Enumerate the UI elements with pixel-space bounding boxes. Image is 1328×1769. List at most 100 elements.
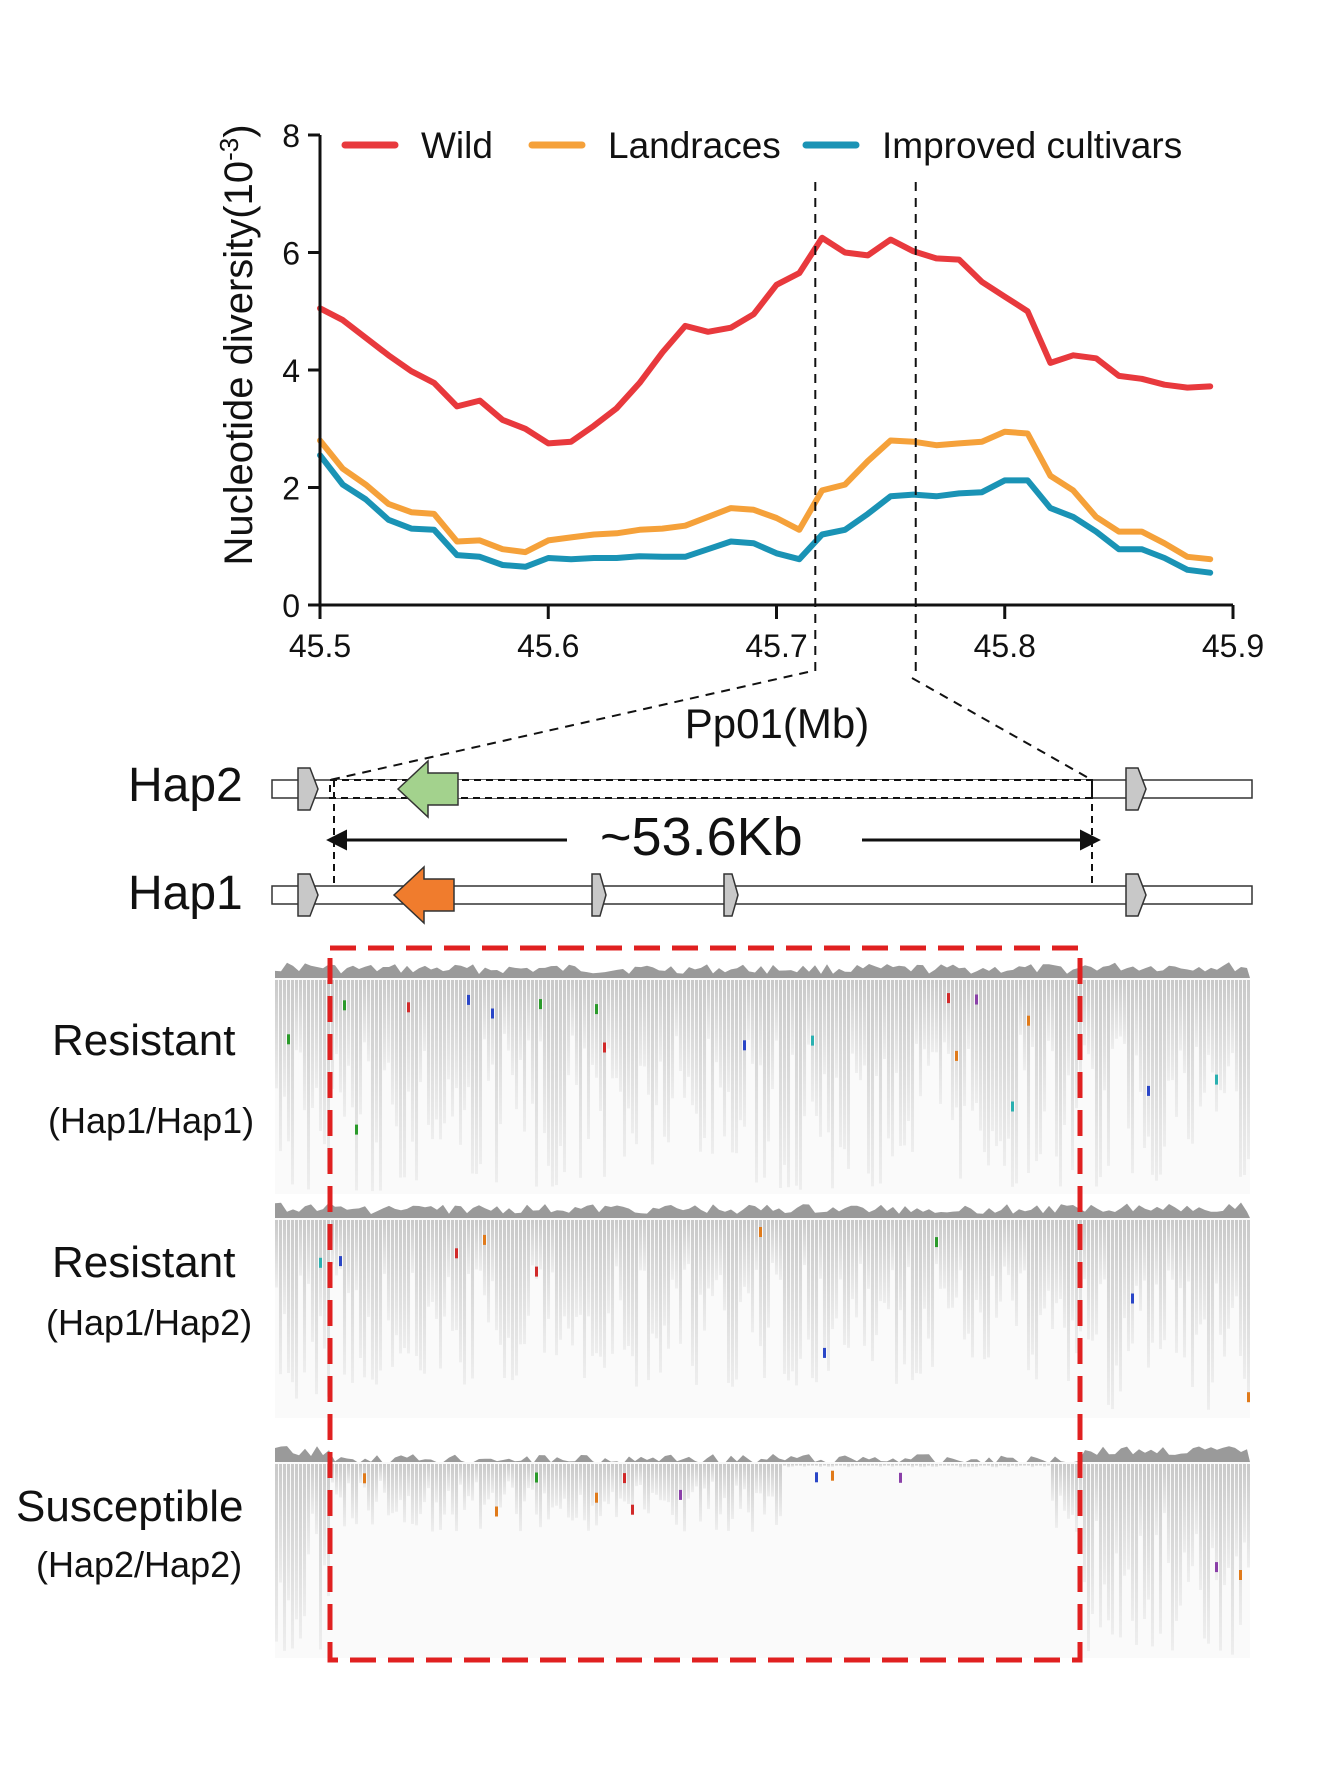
read-column (775, 1464, 778, 1525)
read-column (1231, 1220, 1234, 1308)
read-column (447, 1464, 450, 1491)
read-column (939, 980, 942, 1104)
read-column (895, 1464, 898, 1466)
read-column (571, 1464, 574, 1521)
mismatch-mark (595, 1492, 598, 1503)
read-column (891, 1464, 894, 1467)
read-column (359, 1464, 362, 1483)
read-column (747, 980, 750, 1040)
read-column (1039, 1220, 1042, 1316)
read-column (1047, 1464, 1050, 1466)
read-column (643, 1220, 646, 1271)
read-column (1051, 1464, 1054, 1501)
read-column (1015, 980, 1018, 1184)
read-column (587, 1464, 590, 1531)
read-column (763, 1220, 766, 1378)
projection-left (329, 671, 809, 781)
read-column (931, 1464, 934, 1467)
read-column (515, 980, 518, 1110)
read-column (423, 980, 426, 1051)
read-column (667, 1220, 670, 1349)
read-column (703, 1220, 706, 1331)
read-column (547, 980, 550, 1166)
read-column (723, 980, 726, 1137)
mismatch-mark (947, 993, 950, 1004)
read-column (355, 980, 358, 1191)
read-column (839, 1464, 842, 1466)
read-column (951, 980, 954, 1121)
read-column (939, 1464, 942, 1466)
read-column (363, 1220, 366, 1378)
read-column (1179, 1220, 1182, 1289)
read-column (1211, 1220, 1214, 1383)
read-column (667, 1464, 670, 1503)
read-column (719, 980, 722, 1088)
read-column (847, 1220, 850, 1348)
read-column (471, 1220, 474, 1379)
mismatch-mark (1131, 1293, 1134, 1304)
read-column (1059, 1220, 1062, 1300)
mismatch-mark (319, 1257, 322, 1268)
read-column (291, 980, 294, 1185)
read-column (859, 1220, 862, 1264)
read-column (627, 1464, 630, 1504)
read-column (591, 1464, 594, 1506)
read-column (783, 1464, 786, 1466)
read-column (963, 1220, 966, 1340)
read-column (1239, 1464, 1242, 1625)
read-column (495, 1220, 498, 1331)
read-column (515, 1220, 518, 1376)
read-column (795, 980, 798, 1186)
read-column (1035, 980, 1038, 1162)
read-column (891, 980, 894, 1157)
read-column (959, 1464, 962, 1468)
mismatch-mark (831, 1470, 834, 1481)
read-column (1063, 980, 1066, 1125)
read-column (523, 980, 526, 1132)
read-column (1067, 980, 1070, 1076)
hap1-marker-right (1125, 873, 1147, 917)
read-column (583, 980, 586, 1049)
read-column (727, 1464, 730, 1531)
read-column (487, 1220, 490, 1323)
read-column (303, 1220, 306, 1373)
read-column (991, 1464, 994, 1468)
read-column (919, 980, 922, 1097)
read-column (895, 980, 898, 1073)
read-column (303, 980, 306, 1111)
mismatch-mark (623, 1473, 626, 1484)
read-column (647, 980, 650, 1095)
read-column (1107, 980, 1110, 1166)
read-column (863, 980, 866, 1066)
read-column (799, 980, 802, 1190)
read-column (887, 1220, 890, 1310)
read-column (1175, 980, 1178, 1117)
read-column (711, 980, 714, 1154)
read-column (419, 980, 422, 1083)
read-column (387, 1464, 390, 1516)
read-column (1211, 980, 1214, 1073)
read-column (307, 980, 310, 1190)
hap2-marker-left (297, 767, 319, 811)
read-column (1171, 1464, 1174, 1651)
read-column (859, 980, 862, 1081)
read-column (603, 1464, 606, 1502)
read-column (435, 1220, 438, 1319)
read-column (423, 1464, 426, 1503)
read-column (575, 1220, 578, 1317)
read-column (743, 1464, 746, 1490)
read-column (811, 1220, 814, 1379)
mismatch-mark (811, 1035, 814, 1046)
read-column (1187, 1220, 1190, 1282)
read-column (687, 980, 690, 1077)
read-column (395, 980, 398, 1127)
read-column (535, 1220, 538, 1279)
read-column (411, 980, 414, 1142)
read-column (379, 1220, 382, 1371)
read-column (723, 1220, 726, 1311)
hap1-bar (271, 885, 1253, 905)
read-column (375, 980, 378, 1143)
read-column (967, 1220, 970, 1334)
read-column (439, 980, 442, 1140)
read-column (1019, 1464, 1022, 1466)
